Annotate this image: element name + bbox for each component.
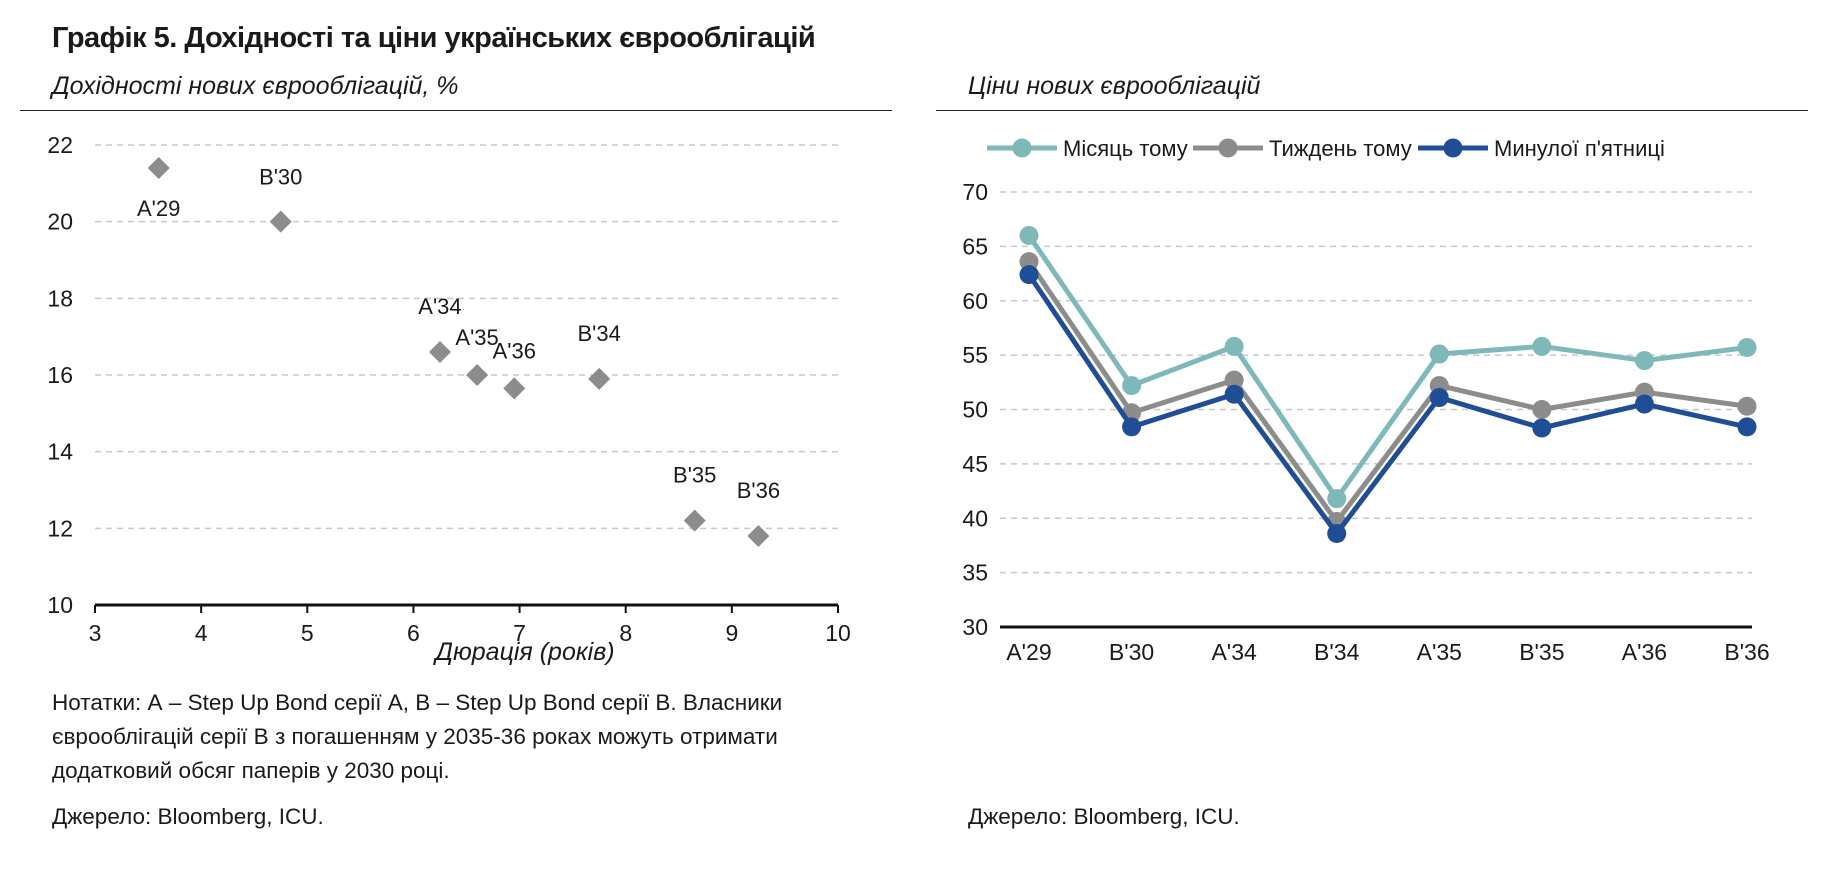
legend-marker-series-week-ago [1218, 138, 1238, 158]
x-axis-title: Дюрація (років) [432, 638, 614, 666]
x-tick-label: A'34 [1211, 639, 1257, 665]
series-month-ago-point [1737, 338, 1757, 358]
series-last-friday-point [1327, 523, 1347, 543]
y-tick-label: 45 [962, 451, 988, 477]
series-month-ago-point [1122, 376, 1142, 396]
x-tick-label: 8 [619, 620, 632, 646]
x-tick-label: 3 [89, 620, 102, 646]
left-chart-subtitle: Дохідності нових єврооблігацій, % [52, 72, 459, 100]
y-tick-label: 12 [47, 515, 73, 541]
series-month-ago-line [1026, 234, 1748, 502]
series-week-ago-line [1026, 260, 1748, 525]
y-tick-label: 35 [962, 560, 988, 586]
legend-marker-series-month-ago [1012, 138, 1032, 158]
scatter-point [503, 377, 526, 400]
point-label: B'34 [577, 321, 620, 346]
y-tick-label: 14 [47, 439, 73, 465]
x-tick-label: 6 [407, 620, 420, 646]
chart-notes: Нотатки: А – Step Up Bond серії А, B – S… [52, 690, 783, 783]
y-tick-label: 30 [962, 614, 988, 640]
point-label: B'35 [673, 463, 716, 488]
legend-label-series-last-friday: Минулої п'ятниці [1494, 136, 1665, 161]
scatter-point [683, 509, 706, 532]
y-tick-label: 18 [47, 285, 73, 311]
series-last-friday-point [1532, 418, 1552, 438]
x-tick-label: A'36 [1622, 639, 1667, 665]
x-tick-label: B'35 [1519, 639, 1564, 665]
legend-label-series-month-ago: Місяць тому [1063, 136, 1188, 161]
right-header-rule [936, 110, 1808, 111]
series-month-ago-point [1224, 336, 1244, 356]
legend-marker-series-last-friday [1443, 138, 1463, 158]
y-tick-label: 60 [962, 288, 988, 314]
y-tick-label: 65 [962, 233, 988, 259]
point-label: A'36 [493, 338, 536, 363]
y-tick-label: 70 [962, 179, 988, 205]
x-tick-label: B'36 [1724, 639, 1769, 665]
series-last-friday-point [1634, 394, 1654, 414]
x-tick-label: B'30 [1109, 639, 1154, 665]
legend-label-series-week-ago: Тиждень тому [1269, 136, 1412, 161]
right-chart-subtitle: Ціни нових єврооблігацій [968, 72, 1261, 100]
y-tick-label: 55 [962, 342, 988, 368]
series-week-ago-point [1019, 252, 1039, 272]
y-tick-label: 16 [47, 362, 73, 388]
series-month-ago-point [1327, 489, 1347, 509]
left-header-rule [20, 110, 892, 111]
x-tick-label: 7 [513, 620, 526, 646]
x-tick-label: 10 [825, 620, 851, 646]
series-last-friday-point [1122, 417, 1142, 437]
scatter-point [466, 364, 489, 386]
scatter-point [588, 367, 611, 390]
series-month-ago-point [1532, 336, 1552, 356]
point-label: B'30 [259, 165, 302, 190]
point-label: A'34 [418, 294, 461, 319]
y-tick-label: 20 [47, 209, 73, 235]
series-month-ago-point [1634, 351, 1654, 371]
series-last-friday-point [1019, 265, 1039, 285]
left-source-note: Джерело: Bloomberg, ICU. [52, 804, 324, 829]
y-tick-label: 50 [962, 397, 988, 423]
point-label: A'29 [137, 196, 180, 221]
series-month-ago-point [1429, 344, 1449, 364]
series-last-friday-point [1429, 388, 1449, 408]
series-last-friday-point [1224, 384, 1244, 404]
series-week-ago-point [1224, 370, 1244, 390]
scatter-point [428, 341, 451, 363]
series-last-friday-point [1737, 417, 1757, 437]
scatter-point [269, 210, 292, 233]
x-tick-label: A'35 [1417, 639, 1462, 665]
y-tick-label: 40 [962, 505, 988, 531]
series-week-ago-point [1737, 396, 1757, 416]
right-source-note: Джерело: Bloomberg, ICU. [968, 804, 1240, 829]
y-tick-label: 10 [47, 592, 73, 618]
yield-scatter-chart: 10 12 14 16 18 20 22 3 4 5 6 7 8 9 10 Дюрація (років) A'… [47, 132, 851, 666]
x-tick-label: B'34 [1314, 639, 1360, 665]
series-week-ago-point [1532, 400, 1552, 419]
x-tick-label: 9 [725, 620, 738, 646]
price-line-chart: 30 35 40 45 50 55 60 65 70 A'29 B'30 A'34 B'34 A'35 B'… [962, 136, 1769, 665]
x-tick-label: 4 [195, 620, 208, 646]
point-label: B'36 [737, 478, 780, 503]
x-tick-label: A'29 [1006, 639, 1051, 665]
scatter-point [747, 525, 770, 547]
scatter-point [147, 157, 170, 179]
point-label: A'35 [455, 325, 498, 350]
series-month-ago-point [1019, 226, 1039, 245]
x-tick-label: 5 [301, 620, 314, 646]
series-last-friday-line [1026, 273, 1748, 536]
y-tick-label: 22 [47, 132, 73, 158]
page-title: Графік 5. Дохідності та ціни українських… [52, 22, 816, 54]
